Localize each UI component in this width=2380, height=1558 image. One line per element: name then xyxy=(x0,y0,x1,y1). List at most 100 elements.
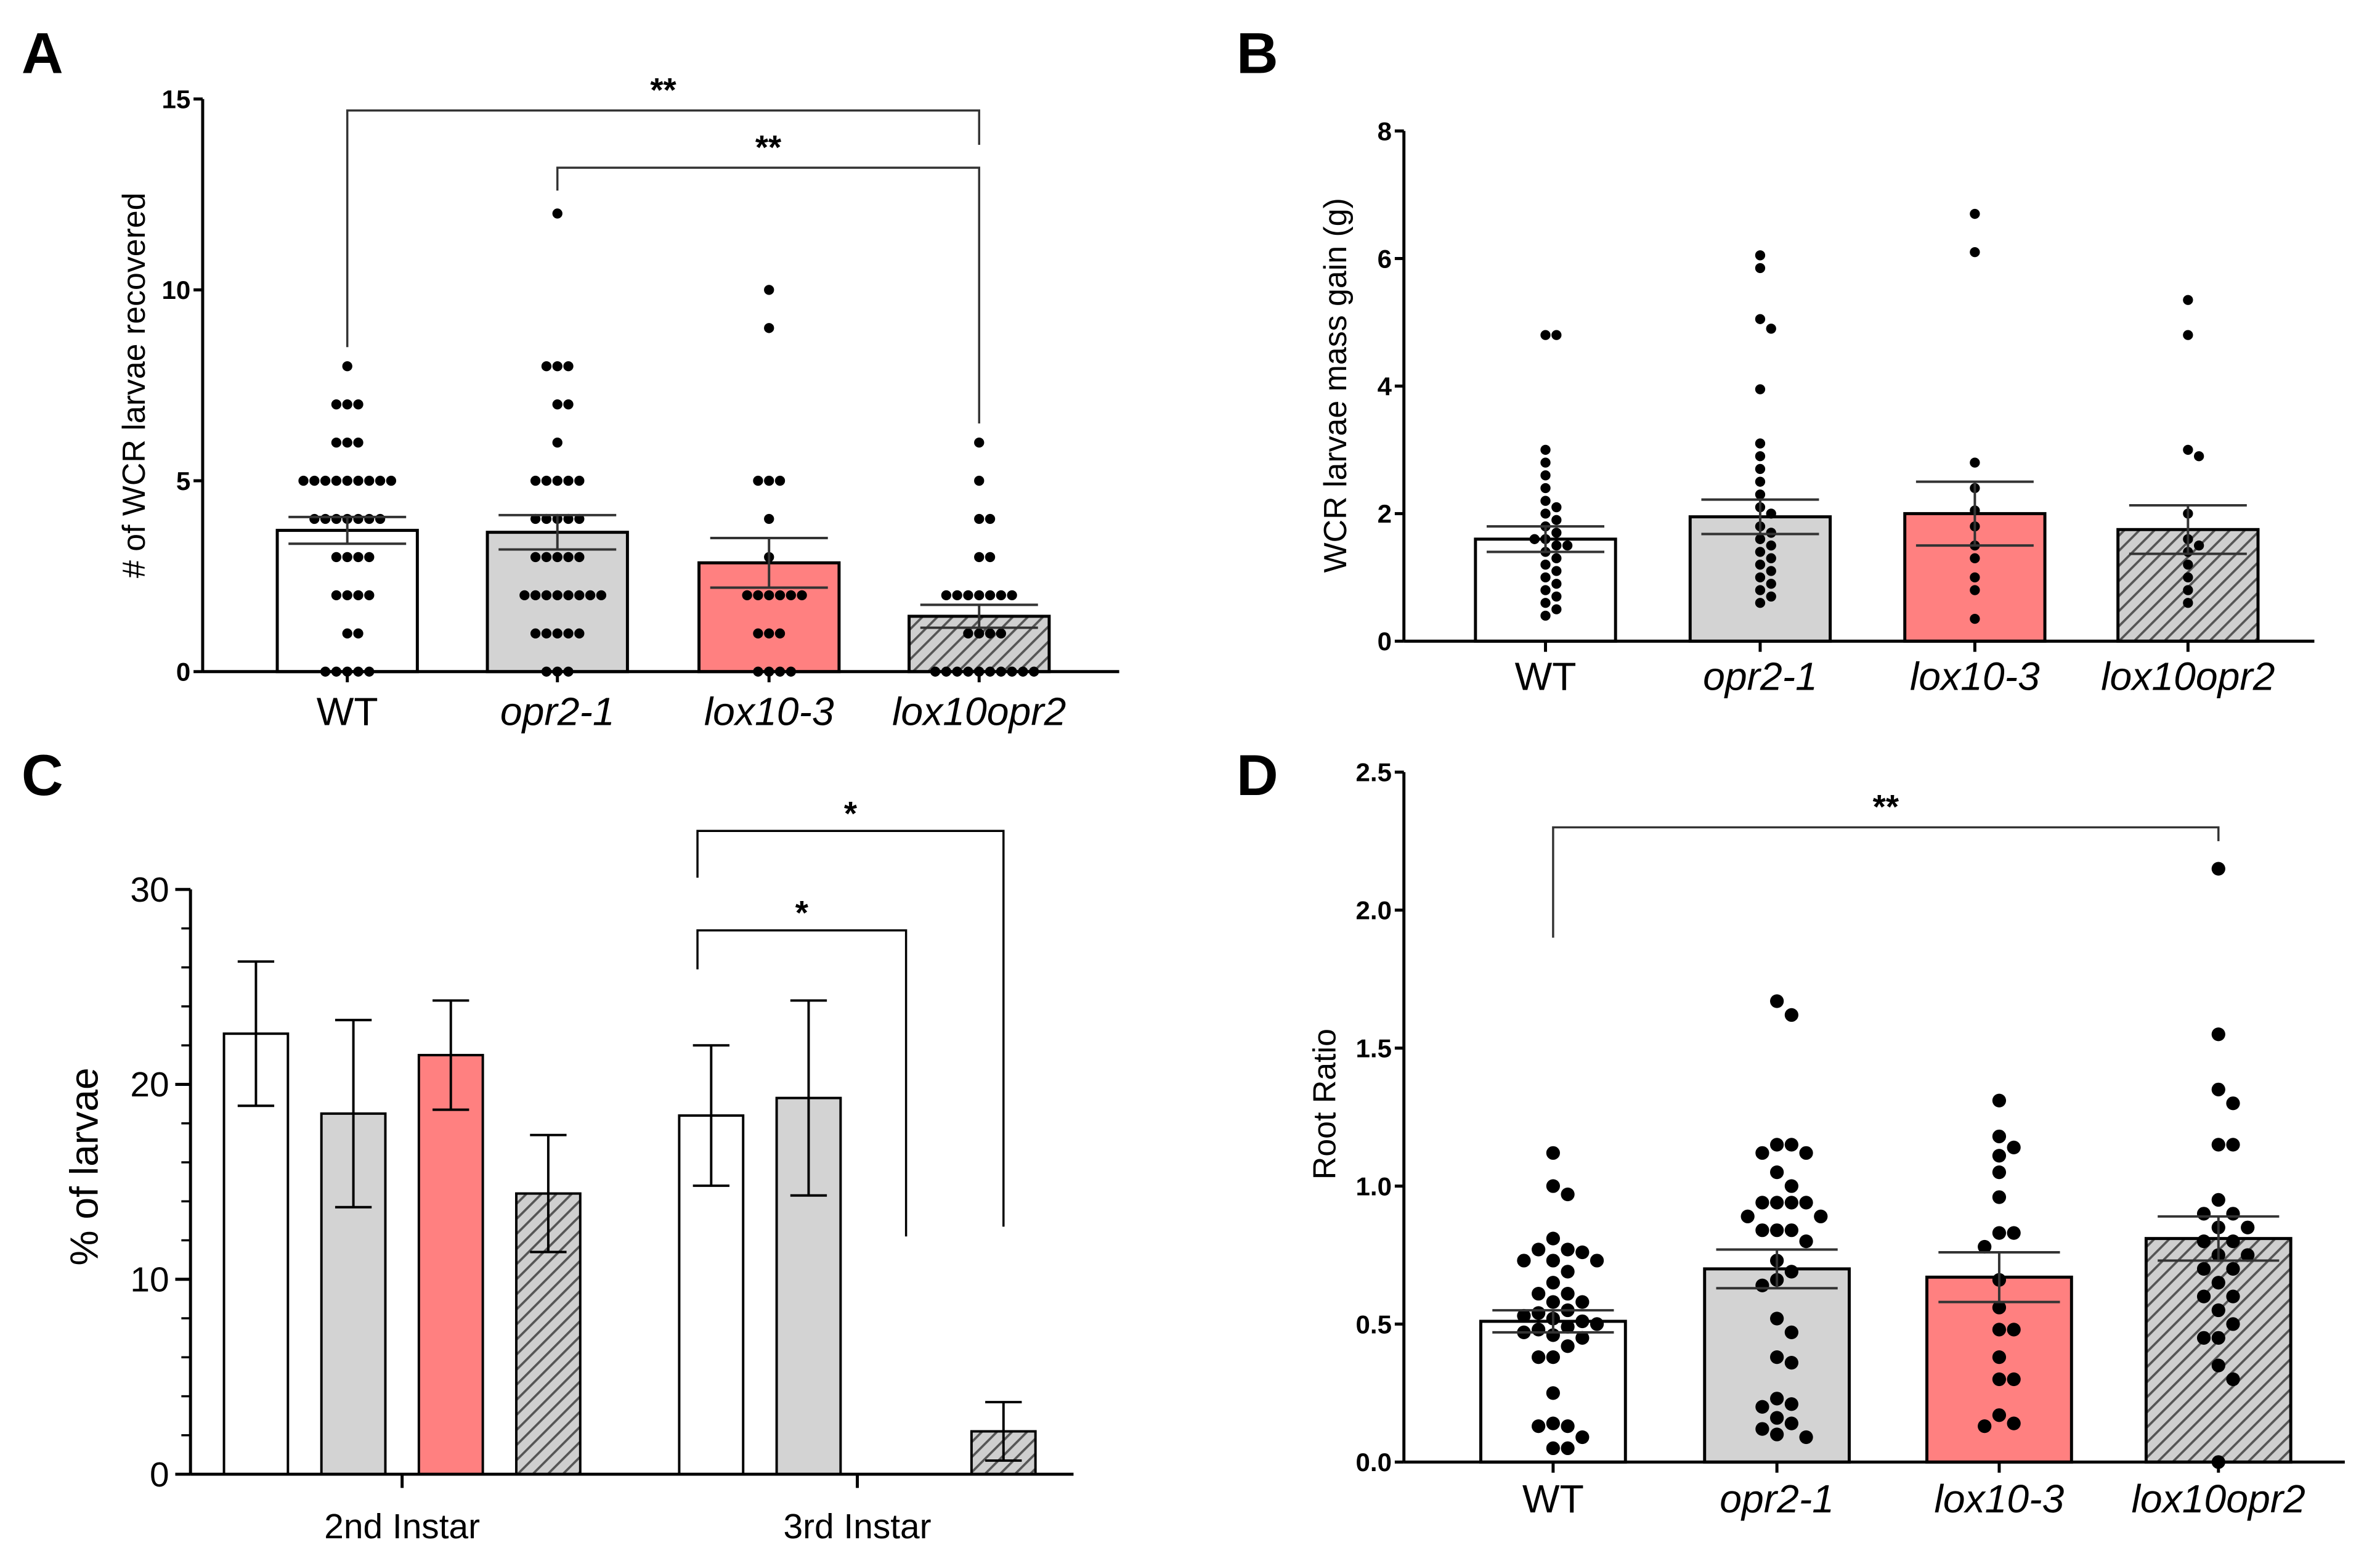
bar-WT xyxy=(275,529,419,674)
data-point xyxy=(764,285,774,295)
y-tick-label: 4 xyxy=(1378,372,1392,401)
data-point xyxy=(1540,496,1551,506)
data-point xyxy=(2226,1289,2240,1303)
data-point xyxy=(1755,1146,1769,1160)
data-point xyxy=(774,628,786,638)
data-point xyxy=(764,590,774,601)
x-tick-label: 3rd Instar xyxy=(784,1507,932,1546)
data-point xyxy=(552,437,563,448)
data-point xyxy=(2196,1331,2211,1345)
data-point xyxy=(1992,1372,2007,1387)
panel-a: 0 5 10 15 WT opr2-1 lox10-3 lox10opr2 # of WCR l… xyxy=(116,71,1119,733)
data-point xyxy=(974,628,985,638)
data-point xyxy=(1992,1350,2007,1364)
data-point xyxy=(1784,1416,1798,1430)
data-point xyxy=(2226,1096,2240,1111)
data-point xyxy=(985,628,996,638)
significance-bracket xyxy=(556,166,980,424)
data-point xyxy=(1546,1441,1560,1456)
data-point xyxy=(2007,1226,2021,1240)
data-point xyxy=(364,552,375,563)
data-point xyxy=(764,475,774,486)
data-point xyxy=(375,475,386,486)
data-point xyxy=(563,552,574,563)
data-point xyxy=(563,513,574,524)
data-point xyxy=(1540,572,1551,583)
x-tick-label: lox10opr2 xyxy=(2101,654,2275,698)
data-point xyxy=(2211,862,2225,876)
data-point xyxy=(1551,553,1562,563)
data-point xyxy=(1784,1325,1798,1339)
data-point xyxy=(1992,1323,2007,1337)
data-point xyxy=(298,475,309,486)
data-point xyxy=(375,513,386,524)
x-tick-label: opr2-1 xyxy=(1720,1477,1834,1521)
data-point xyxy=(1575,1245,1590,1260)
data-point xyxy=(764,513,774,524)
data-point xyxy=(1770,1311,1784,1326)
data-point xyxy=(2183,444,2193,455)
data-point xyxy=(1766,508,1776,519)
data-point xyxy=(2183,585,2193,595)
data-point xyxy=(1799,1234,1813,1249)
data-point xyxy=(1755,451,1766,462)
data-point xyxy=(353,475,363,486)
data-point xyxy=(331,475,342,486)
data-point xyxy=(353,590,363,601)
data-point xyxy=(1517,1308,1531,1323)
data-point xyxy=(2241,1248,2255,1262)
x-tick-label: lox10-3 xyxy=(704,689,834,733)
x-tick-label: lox10opr2 xyxy=(2132,1477,2305,1521)
bar-lox10-3-2nd Instar xyxy=(417,1054,484,1476)
data-point xyxy=(1562,540,1573,551)
data-point xyxy=(941,590,952,601)
data-point xyxy=(1770,1196,1784,1210)
data-point xyxy=(1551,540,1562,551)
data-point xyxy=(1551,502,1562,513)
data-point xyxy=(1770,994,1784,1008)
data-point xyxy=(764,323,774,333)
data-point xyxy=(552,208,563,219)
data-point xyxy=(2211,1358,2225,1372)
data-point xyxy=(1755,250,1766,261)
data-point xyxy=(1551,515,1562,525)
data-point xyxy=(1799,1146,1813,1160)
data-point xyxy=(1755,1223,1769,1238)
data-point xyxy=(764,628,774,638)
data-point xyxy=(1770,1138,1784,1152)
data-point xyxy=(2226,1372,2240,1387)
data-point xyxy=(974,552,985,563)
data-point xyxy=(353,399,363,410)
data-point xyxy=(342,552,352,563)
data-point xyxy=(2007,1416,2021,1430)
data-point xyxy=(1978,1419,1992,1434)
data-point xyxy=(2196,1207,2211,1221)
y-tick-label: 1.5 xyxy=(1356,1034,1392,1062)
data-point xyxy=(1540,483,1551,494)
data-point xyxy=(331,590,342,601)
data-point xyxy=(342,361,352,372)
data-point xyxy=(2226,1234,2240,1249)
significance-label: * xyxy=(844,794,858,832)
data-point xyxy=(574,552,585,563)
data-point xyxy=(1755,384,1766,394)
data-point xyxy=(1540,598,1551,608)
data-point xyxy=(1529,534,1540,544)
data-point xyxy=(552,399,563,410)
panel-label-a: A xyxy=(22,21,63,86)
data-point xyxy=(2226,1317,2240,1331)
data-point xyxy=(1784,1397,1798,1411)
data-point xyxy=(1755,314,1766,324)
data-point xyxy=(552,628,563,638)
y-axis-title: WCR larvae mass gain (g) xyxy=(1317,198,1353,573)
data-point xyxy=(353,513,363,524)
data-point xyxy=(2007,1323,2021,1337)
data-point xyxy=(1755,1422,1769,1436)
data-point xyxy=(1540,457,1551,468)
data-point xyxy=(2007,1140,2021,1154)
data-point xyxy=(1770,1350,1784,1364)
data-point xyxy=(541,552,552,563)
data-point xyxy=(563,361,574,372)
panel-b: 0 2 4 6 8 WT opr2-1 lox10-3 lox10opr2 WCR larvae … xyxy=(1317,116,2315,698)
data-point xyxy=(1540,470,1551,481)
